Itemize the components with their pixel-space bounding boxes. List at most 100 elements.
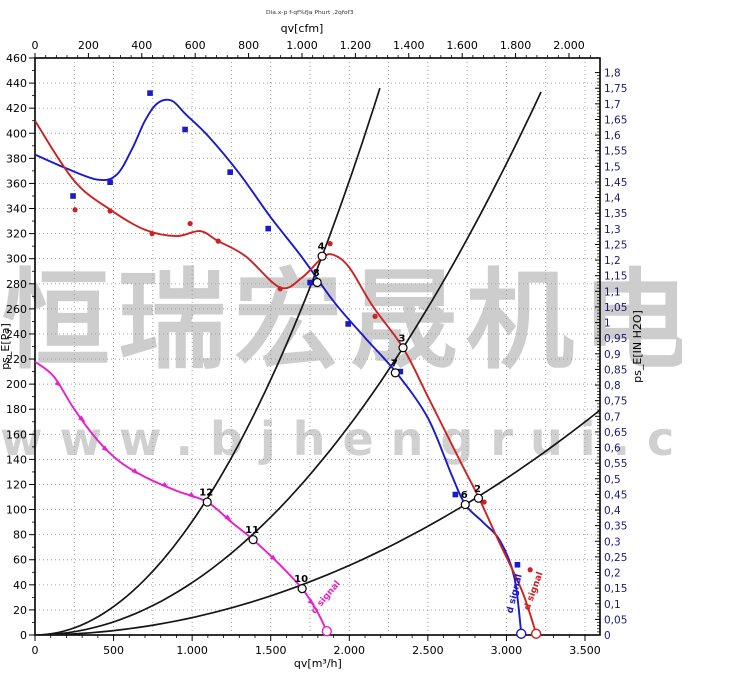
- operating-point-3: [398, 343, 408, 353]
- svg-text:100: 100: [6, 504, 27, 517]
- operating-point-2: [473, 493, 484, 503]
- axis-titles: qv[cfm] qv[m³/h] ps_E[Pa] ps_E[IN H2O]: [0, 22, 644, 670]
- right-axis-title: ps_E[IN H2O]: [631, 310, 644, 383]
- svg-text:0,5: 0,5: [604, 474, 621, 486]
- svg-text:40: 40: [13, 579, 27, 592]
- svg-text:0,25: 0,25: [604, 552, 627, 564]
- axes: 4604404204003803603403203002802602402202…: [6, 39, 627, 657]
- fan-curve-magenta-end-circle: [321, 626, 333, 637]
- svg-text:160: 160: [6, 428, 27, 441]
- svg-text:1,15: 1,15: [604, 271, 627, 283]
- operating-point-label-6: 6: [461, 490, 468, 501]
- svg-text:1,7: 1,7: [604, 99, 621, 111]
- svg-text:1.200: 1.200: [340, 39, 372, 52]
- operating-point-7: [390, 368, 400, 378]
- svg-text:360: 360: [6, 177, 27, 190]
- svg-text:0,1: 0,1: [604, 599, 621, 611]
- svg-text:240: 240: [6, 328, 27, 341]
- svg-text:0,8: 0,8: [604, 380, 621, 392]
- svg-text:1,75: 1,75: [604, 83, 627, 95]
- fan-curve-blue-markers: [70, 90, 521, 568]
- svg-text:0,75: 0,75: [604, 396, 627, 408]
- svg-text:0,4: 0,4: [604, 505, 621, 517]
- operating-point-6: [460, 499, 470, 510]
- svg-text:0,05: 0,05: [604, 614, 627, 626]
- operating-point-label-11: 11: [245, 525, 259, 536]
- fan-curve-red-end-circle: [530, 628, 542, 639]
- svg-text:1.500: 1.500: [255, 644, 287, 657]
- svg-text:800: 800: [238, 39, 259, 52]
- operating-point-label-8: 8: [313, 268, 320, 279]
- svg-text:0: 0: [32, 39, 39, 52]
- svg-text:340: 340: [6, 203, 27, 216]
- operating-point-label-2: 2: [474, 484, 481, 495]
- operating-point-11: [248, 535, 258, 545]
- svg-text:260: 260: [6, 303, 27, 316]
- svg-text:2.000: 2.000: [553, 39, 585, 52]
- operating-point-label-4: 4: [318, 242, 325, 253]
- svg-text:0: 0: [32, 644, 39, 657]
- fan-curve-blue-end-circle: [516, 628, 527, 639]
- svg-text:0,55: 0,55: [604, 458, 627, 470]
- operating-point-4: [317, 251, 327, 261]
- svg-text:1,45: 1,45: [604, 177, 627, 189]
- svg-text:1,55: 1,55: [604, 146, 627, 158]
- svg-text:1,65: 1,65: [604, 114, 627, 126]
- svg-text:420: 420: [6, 102, 27, 115]
- system-curve-middle: [35, 91, 542, 635]
- operating-point-12: [202, 497, 212, 507]
- system-curve-steep: [35, 87, 381, 635]
- operating-point-10: [297, 583, 307, 594]
- svg-text:0,35: 0,35: [604, 521, 627, 533]
- fan-curve-red-end-label: d signal: [523, 571, 546, 612]
- svg-text:200: 200: [6, 378, 27, 391]
- fan-curve-red: [35, 120, 538, 634]
- svg-text:2.500: 2.500: [412, 644, 444, 657]
- svg-text:600: 600: [185, 39, 206, 52]
- svg-text:1,8: 1,8: [604, 68, 621, 80]
- svg-text:280: 280: [6, 278, 27, 291]
- chart-footnote: Dia.x-p f-qf%fJa Phurt ,2qfof3: [266, 9, 354, 16]
- svg-text:0,15: 0,15: [604, 583, 627, 595]
- svg-text:140: 140: [6, 453, 27, 466]
- svg-text:0,3: 0,3: [604, 536, 621, 548]
- grid: [35, 58, 600, 635]
- svg-text:3.500: 3.500: [569, 644, 601, 657]
- svg-text:300: 300: [6, 253, 27, 266]
- svg-text:460: 460: [6, 52, 27, 65]
- left-axis-title: ps_E[Pa]: [0, 323, 12, 370]
- svg-text:20: 20: [13, 604, 27, 617]
- operating-point-8: [312, 277, 322, 288]
- svg-text:0,7: 0,7: [604, 411, 621, 423]
- svg-text:0,85: 0,85: [604, 364, 627, 376]
- svg-text:80: 80: [13, 529, 27, 542]
- svg-text:0,95: 0,95: [604, 333, 627, 345]
- svg-text:1,35: 1,35: [604, 208, 627, 220]
- fan-curve-blue: [35, 98, 523, 633]
- svg-text:60: 60: [13, 554, 27, 567]
- svg-text:1,25: 1,25: [604, 239, 627, 251]
- system-curve-shallow: [35, 408, 600, 635]
- svg-text:500: 500: [103, 644, 124, 657]
- svg-text:0,6: 0,6: [604, 443, 621, 455]
- operating-point-label-10: 10: [294, 574, 308, 585]
- svg-text:220: 220: [6, 353, 27, 366]
- svg-text:0,2: 0,2: [604, 568, 621, 580]
- svg-text:120: 120: [6, 478, 27, 491]
- svg-text:180: 180: [6, 403, 27, 416]
- svg-text:1,4: 1,4: [604, 193, 621, 205]
- svg-text:400: 400: [6, 127, 27, 140]
- svg-text:1,2: 1,2: [604, 255, 621, 267]
- operating-point-label-12: 12: [199, 488, 213, 499]
- svg-text:0,9: 0,9: [604, 349, 621, 361]
- svg-text:1,3: 1,3: [604, 224, 621, 236]
- svg-text:1,5: 1,5: [604, 161, 621, 173]
- svg-text:1.800: 1.800: [500, 39, 532, 52]
- svg-text:1.000: 1.000: [286, 39, 318, 52]
- svg-text:400: 400: [131, 39, 152, 52]
- svg-text:380: 380: [6, 152, 27, 165]
- operating-point-label-3: 3: [399, 333, 406, 344]
- fan-curve-magenta-end-label: d signal: [309, 579, 342, 616]
